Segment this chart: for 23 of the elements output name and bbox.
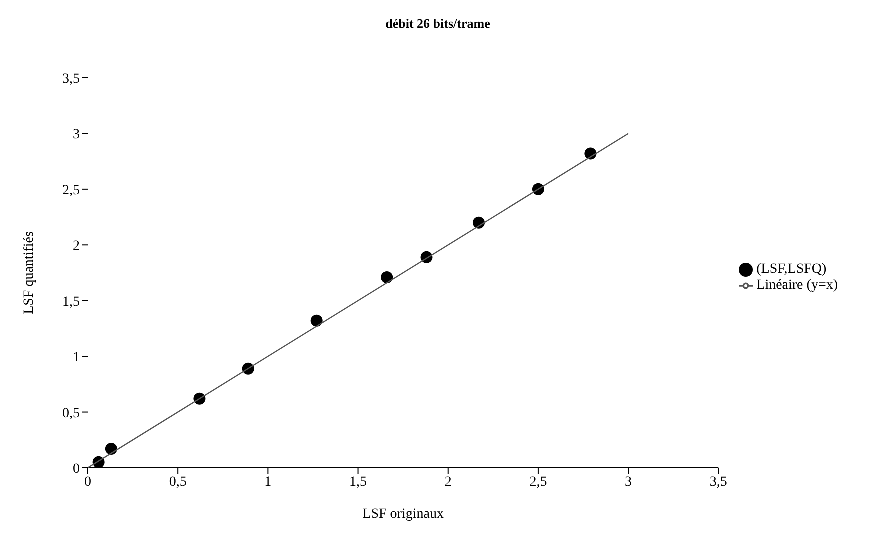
x-tick-label: 1: [264, 474, 272, 490]
y-tick-label: 0: [73, 462, 80, 477]
x-tick-label: 3,5: [710, 474, 728, 490]
point: [381, 271, 394, 284]
x-tick-label: 2,5: [530, 474, 548, 490]
y-tick-label: 1: [73, 350, 80, 366]
x-axis-title: LSF originaux: [362, 507, 444, 522]
y-tick-label: 1,5: [62, 294, 80, 310]
chart-title: débit 26 bits/trame: [386, 16, 491, 31]
point: [310, 314, 323, 327]
x-tick-label: 0,5: [169, 474, 187, 490]
x-tick-label: 1,5: [350, 474, 368, 490]
y-tick-label: 2,5: [62, 183, 80, 198]
x-tick-label: 0: [84, 474, 92, 490]
y-tick-label: 2: [73, 239, 80, 254]
x-tick-label: 2: [444, 474, 452, 490]
y-tick-label: 0,5: [62, 406, 80, 422]
y-tick-label: 3,5: [62, 72, 80, 87]
x-tick-label: 3: [625, 474, 632, 490]
legend-label: Linéaire (y=x): [756, 278, 838, 293]
y-axis-title: LSF quantifiés: [22, 232, 37, 314]
y-tick-label: 3: [73, 128, 80, 143]
legend-label: (LSF,LSFQ): [756, 262, 827, 277]
